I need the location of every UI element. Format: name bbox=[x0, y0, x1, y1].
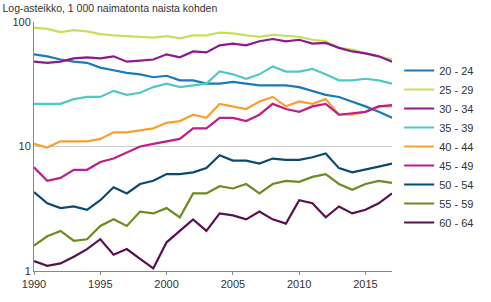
svg-text:2000: 2000 bbox=[154, 278, 178, 290]
svg-text:Log-asteikko, 1 000 naimatonta: Log-asteikko, 1 000 naimatonta naista ko… bbox=[2, 2, 217, 14]
svg-text:10: 10 bbox=[19, 140, 31, 152]
svg-text:1: 1 bbox=[25, 265, 31, 277]
svg-text:2015: 2015 bbox=[353, 278, 377, 290]
svg-text:1995: 1995 bbox=[88, 278, 112, 290]
svg-text:60 - 64: 60 - 64 bbox=[439, 217, 473, 229]
svg-text:45 - 49: 45 - 49 bbox=[439, 160, 473, 172]
svg-text:2010: 2010 bbox=[287, 278, 311, 290]
svg-text:20 - 24: 20 - 24 bbox=[439, 65, 473, 77]
svg-text:1990: 1990 bbox=[22, 278, 46, 290]
svg-text:100: 100 bbox=[12, 16, 30, 28]
svg-text:30 - 34: 30 - 34 bbox=[439, 103, 473, 115]
svg-text:40 - 44: 40 - 44 bbox=[439, 141, 473, 153]
svg-text:35 - 39: 35 - 39 bbox=[439, 122, 473, 134]
svg-text:50 - 54: 50 - 54 bbox=[439, 179, 473, 191]
svg-text:25 - 29: 25 - 29 bbox=[439, 84, 473, 96]
svg-text:2005: 2005 bbox=[221, 278, 245, 290]
svg-text:55 - 59: 55 - 59 bbox=[439, 198, 473, 210]
